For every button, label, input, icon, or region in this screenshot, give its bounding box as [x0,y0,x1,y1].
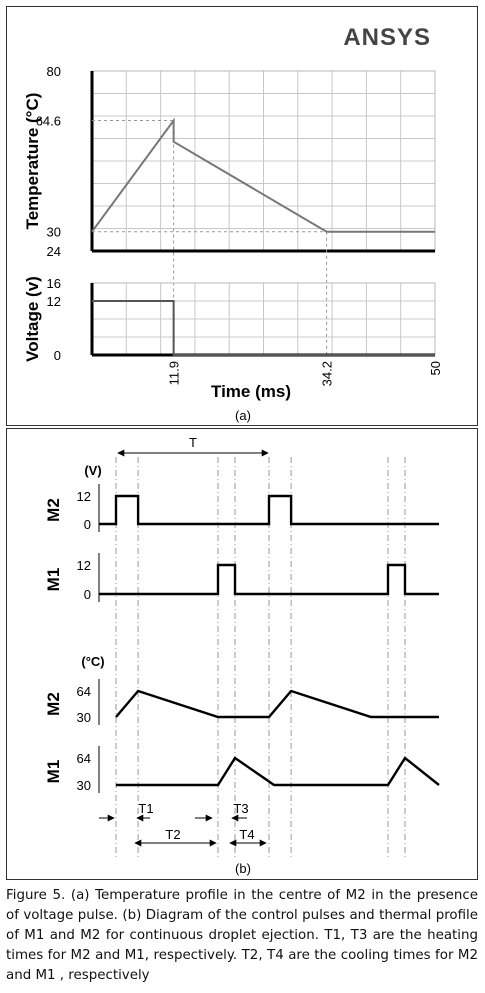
timing-trace [99,563,439,596]
temperature-y-tick: 64.6 [36,114,61,129]
time-x-tick: 50 [428,361,443,375]
timing-row-title: M2 [44,692,63,716]
timing-trace [115,689,439,719]
timing-y-tick: 30 [77,710,91,725]
voltage-curve [92,300,435,356]
timing-row-title: M2 [44,498,63,522]
figure-caption: Figure 5. (a) Temperature profile in the… [6,888,478,983]
panel-b: 12 0 12 0 64 30 64 30 M2 (V) M1 M2 (°C) M1 T T1 T2 T… [6,428,478,880]
t1-label: T1 [138,801,153,816]
timing-guide-lines [115,457,406,857]
timing-trace [116,756,440,787]
timing-row-title: M1 [44,568,63,592]
timing-y-tick: 12 [77,558,91,573]
timing-y-ticks: 12 0 12 0 64 30 64 30 [77,489,91,793]
temperature-y-tick: 30 [47,225,61,240]
voltage-x-ticks: 11.9 34.2 50 [167,361,443,386]
t2-label: T2 [165,827,180,842]
panel-a-label: (a) [235,408,251,423]
timing-y-tick: 12 [77,489,91,504]
time-x-label: Time (ms) [211,382,291,401]
timing-y-tick: 30 [77,778,91,793]
voltage-y-ticks: 16 12 0 [47,276,61,363]
temperature-y-ticks: 80 64.6 30 24 [36,64,61,259]
t4-label: T4 [239,827,254,842]
time-x-tick: 34.2 [320,361,335,386]
timing-row-title: M1 [44,760,63,784]
temperature-y-label: Temperature (°C) [23,93,42,230]
panel-a: ANSYS 80 64.6 30 24 Temperature (°C) 16 12 0 … [6,6,478,426]
time-x-tick: 11.9 [167,361,182,385]
temperature-grid [92,71,435,251]
timing-traces [99,494,440,787]
voltage-grid [92,283,435,355]
voltage-y-tick: 0 [54,348,61,363]
timing-y-tick: 64 [77,684,91,699]
voltage-y-tick: 12 [47,294,61,309]
timing-y-tick: 0 [84,517,91,532]
temperature-curve [91,117,435,233]
ansys-logo: ANSYS [343,24,431,51]
temperature-y-tick: 80 [47,64,61,79]
panel-b-figure: 12 0 12 0 64 30 64 30 M2 (V) M1 M2 (°C) M1 T T1 T2 T… [44,435,440,876]
panel-b-label: (b) [235,861,251,876]
voltage-y-tick: 16 [47,276,61,291]
temperature-guide-lines [92,120,328,355]
timing-y-tick: 0 [84,587,91,602]
t3-label: T3 [233,801,248,816]
timing-row-titles: M2 (V) M1 M2 (°C) M1 [44,463,105,783]
temperature-y-tick: 24 [47,244,61,259]
timing-row-unit: (°C) [81,654,104,669]
timing-row-unit: (V) [84,463,101,478]
timing-y-tick: 64 [77,751,91,766]
voltage-y-label: Voltage (v) [23,276,42,362]
timing-trace [99,494,439,526]
period-label: T [189,435,197,450]
